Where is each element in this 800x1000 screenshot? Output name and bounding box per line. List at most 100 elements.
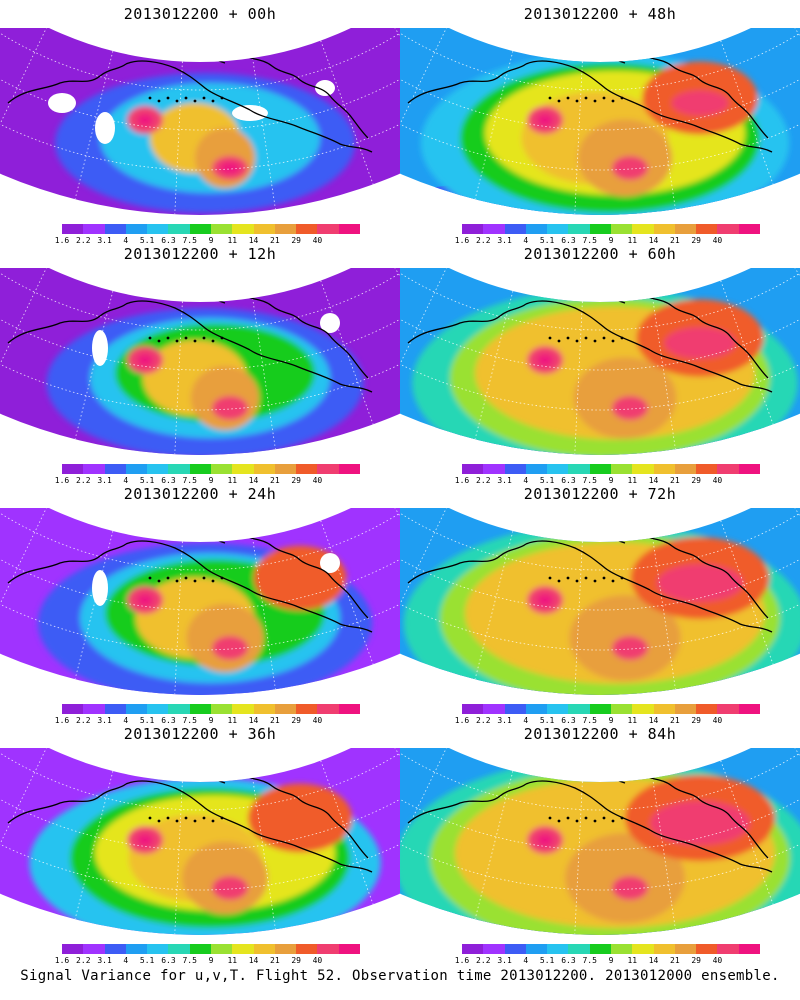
colorbar-tick-label: 4: [523, 476, 529, 485]
coastline: [7, 63, 127, 104]
island: [557, 339, 561, 343]
colorbar-swatch: [253, 464, 275, 474]
colorbar-swatch: [568, 224, 590, 234]
colorbar-tick-label: 7.5: [182, 956, 197, 965]
island: [593, 99, 597, 103]
colorbar-tick-label: 4: [123, 476, 129, 485]
colorbar-swatch: [338, 464, 360, 474]
colorbar-swatch: [147, 464, 169, 474]
colorbar-swatch: [62, 464, 84, 474]
island: [211, 579, 215, 583]
colorbar-tick-label: 3.1: [97, 956, 112, 965]
colorbar-tick-label: 40: [712, 476, 723, 485]
island: [166, 816, 170, 820]
colorbar-tick-label: 2.2: [476, 716, 491, 725]
island: [620, 96, 624, 100]
colorbar-swatch: [210, 464, 233, 474]
longitude-line: [574, 781, 583, 935]
colorbar-tick-label: 6.3: [161, 236, 176, 245]
variance-contour: [137, 834, 153, 846]
longitude-line: [174, 781, 183, 935]
colorbar-swatch: [674, 224, 697, 234]
colorbar-swatch: [104, 464, 126, 474]
colorbar-tick-label: 1.6: [54, 956, 70, 965]
colorbar-tick-label: 6.3: [561, 716, 576, 725]
missing-data-patch: [320, 553, 340, 573]
colorbar-tick-label: 2.2: [76, 716, 91, 725]
colorbar: [62, 944, 360, 954]
colorbar-swatch: [696, 464, 718, 474]
colorbar-tick-label: 1.6: [454, 236, 470, 245]
coastline: [699, 559, 769, 619]
colorbar-swatch: [147, 704, 169, 714]
island: [184, 96, 188, 100]
colorbar-tick-label: 11: [627, 476, 638, 485]
colorbar-swatch: [232, 704, 254, 714]
map-panel: 2013012200 + 00h 1.6 2.2 3.1 4 5.1 6.3 7.5 9 11 14…: [0, 0, 400, 250]
variance-contour: [537, 834, 553, 846]
coastline: [125, 780, 251, 831]
island: [575, 579, 579, 583]
coastline: [249, 349, 373, 393]
colorbar-swatch: [210, 704, 233, 714]
variance-contour: [612, 636, 648, 660]
signal-variance-map: [400, 28, 800, 215]
colorbar-swatch: [717, 464, 739, 474]
coastline: [699, 799, 769, 859]
colorbar-tick-label: 1.6: [54, 236, 70, 245]
longitude-line: [383, 28, 400, 141]
coastline: [249, 829, 373, 873]
island: [166, 576, 170, 580]
colorbar-tick-label: 3.1: [497, 476, 512, 485]
island: [602, 96, 606, 100]
island: [566, 336, 570, 340]
colorbar-swatch: [462, 704, 484, 714]
longitude-line: [174, 61, 183, 215]
colorbar-tick-label: 4: [523, 236, 529, 245]
island: [157, 579, 161, 583]
colorbar: [62, 464, 360, 474]
missing-data-patch: [92, 330, 108, 366]
colorbar-tick-label: 6.3: [161, 716, 176, 725]
signal-variance-map: [0, 268, 400, 455]
colorbar-tick-label: 5.1: [139, 956, 155, 965]
colorbar-tick-label: 6.3: [161, 956, 176, 965]
island: [584, 576, 588, 580]
colorbar-swatch: [62, 224, 84, 234]
colorbar-swatch: [568, 464, 590, 474]
panel-title: 2013012200 + 84h: [523, 725, 677, 743]
island: [175, 819, 179, 823]
colorbar-tick-label: 7.5: [582, 476, 597, 485]
longitude-line: [652, 297, 676, 450]
colorbar-tick-label: 40: [312, 236, 323, 245]
island: [211, 339, 215, 343]
longitude-line: [652, 777, 676, 930]
colorbar-tick-label: 3.1: [497, 956, 512, 965]
map-panel: 2013012200 + 12h 1.6 2.2 3.1 4 5.1 6.3 7.5 9 11 14…: [0, 240, 400, 490]
panel-title: 2013012200 + 12h: [123, 245, 277, 263]
colorbar-tick-label: 9: [608, 476, 614, 485]
variance-contour: [212, 396, 248, 420]
map-panel: 2013012200 + 48h 1.6 2.2 3.1 4 5.1 6.3 7.5 9 11 14…: [400, 0, 800, 250]
latitude-line: [400, 317, 800, 411]
coastline: [649, 829, 773, 873]
colorbar-tick-label: 11: [227, 236, 238, 245]
colorbar-swatch: [189, 224, 211, 234]
variance-contour: [657, 564, 743, 602]
colorbar-swatch: [462, 224, 484, 234]
coastline: [125, 300, 251, 351]
colorbar-swatch: [232, 464, 254, 474]
colorbar-tick-label: 11: [627, 956, 638, 965]
longitude-line: [252, 777, 276, 930]
colorbar-tick-label: 21: [270, 716, 280, 725]
variance-contour: [664, 327, 736, 359]
island: [202, 576, 206, 580]
colorbar-swatch: [610, 464, 633, 474]
colorbar-swatch: [253, 944, 275, 954]
island: [202, 336, 206, 340]
island: [175, 99, 179, 103]
island: [602, 576, 606, 580]
colorbar-tick-label: 5.1: [539, 476, 555, 485]
colorbar-swatch: [653, 224, 675, 234]
colorbar-swatch: [589, 224, 611, 234]
